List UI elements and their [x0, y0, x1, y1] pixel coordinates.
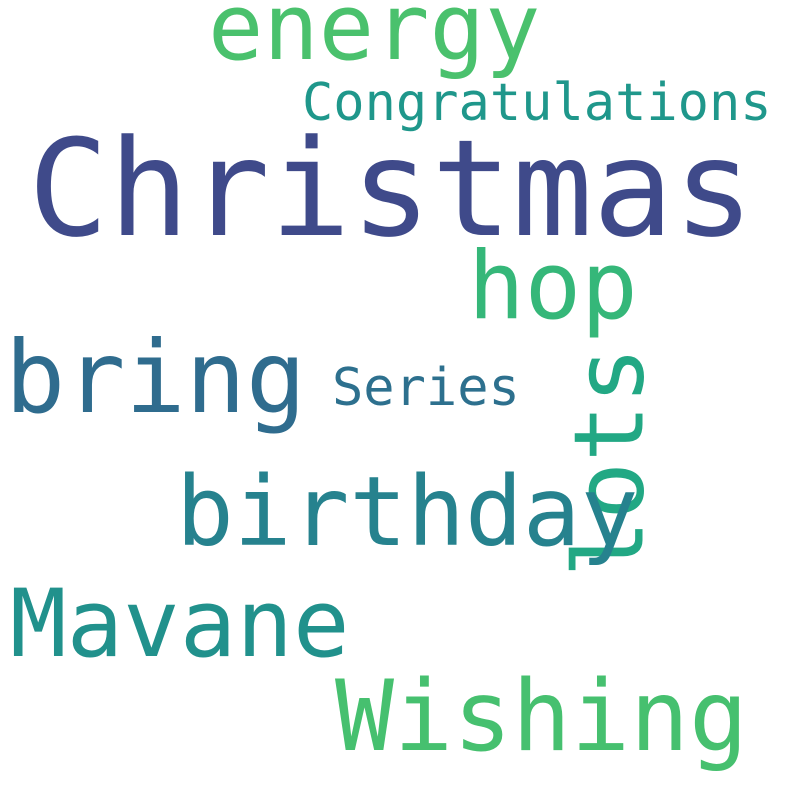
word-birthday: birthday — [176, 456, 639, 568]
word-energy: energy — [208, 0, 541, 81]
word-bring: bring — [5, 319, 307, 436]
word-hop: hop — [468, 232, 638, 341]
word-christmas: Christmas — [28, 111, 755, 267]
word-series: Series — [332, 358, 520, 418]
word-wishing: Wishing — [335, 660, 749, 774]
word-congratulations: Congratulations — [302, 73, 772, 133]
word-mavane: Mavane — [10, 570, 350, 679]
